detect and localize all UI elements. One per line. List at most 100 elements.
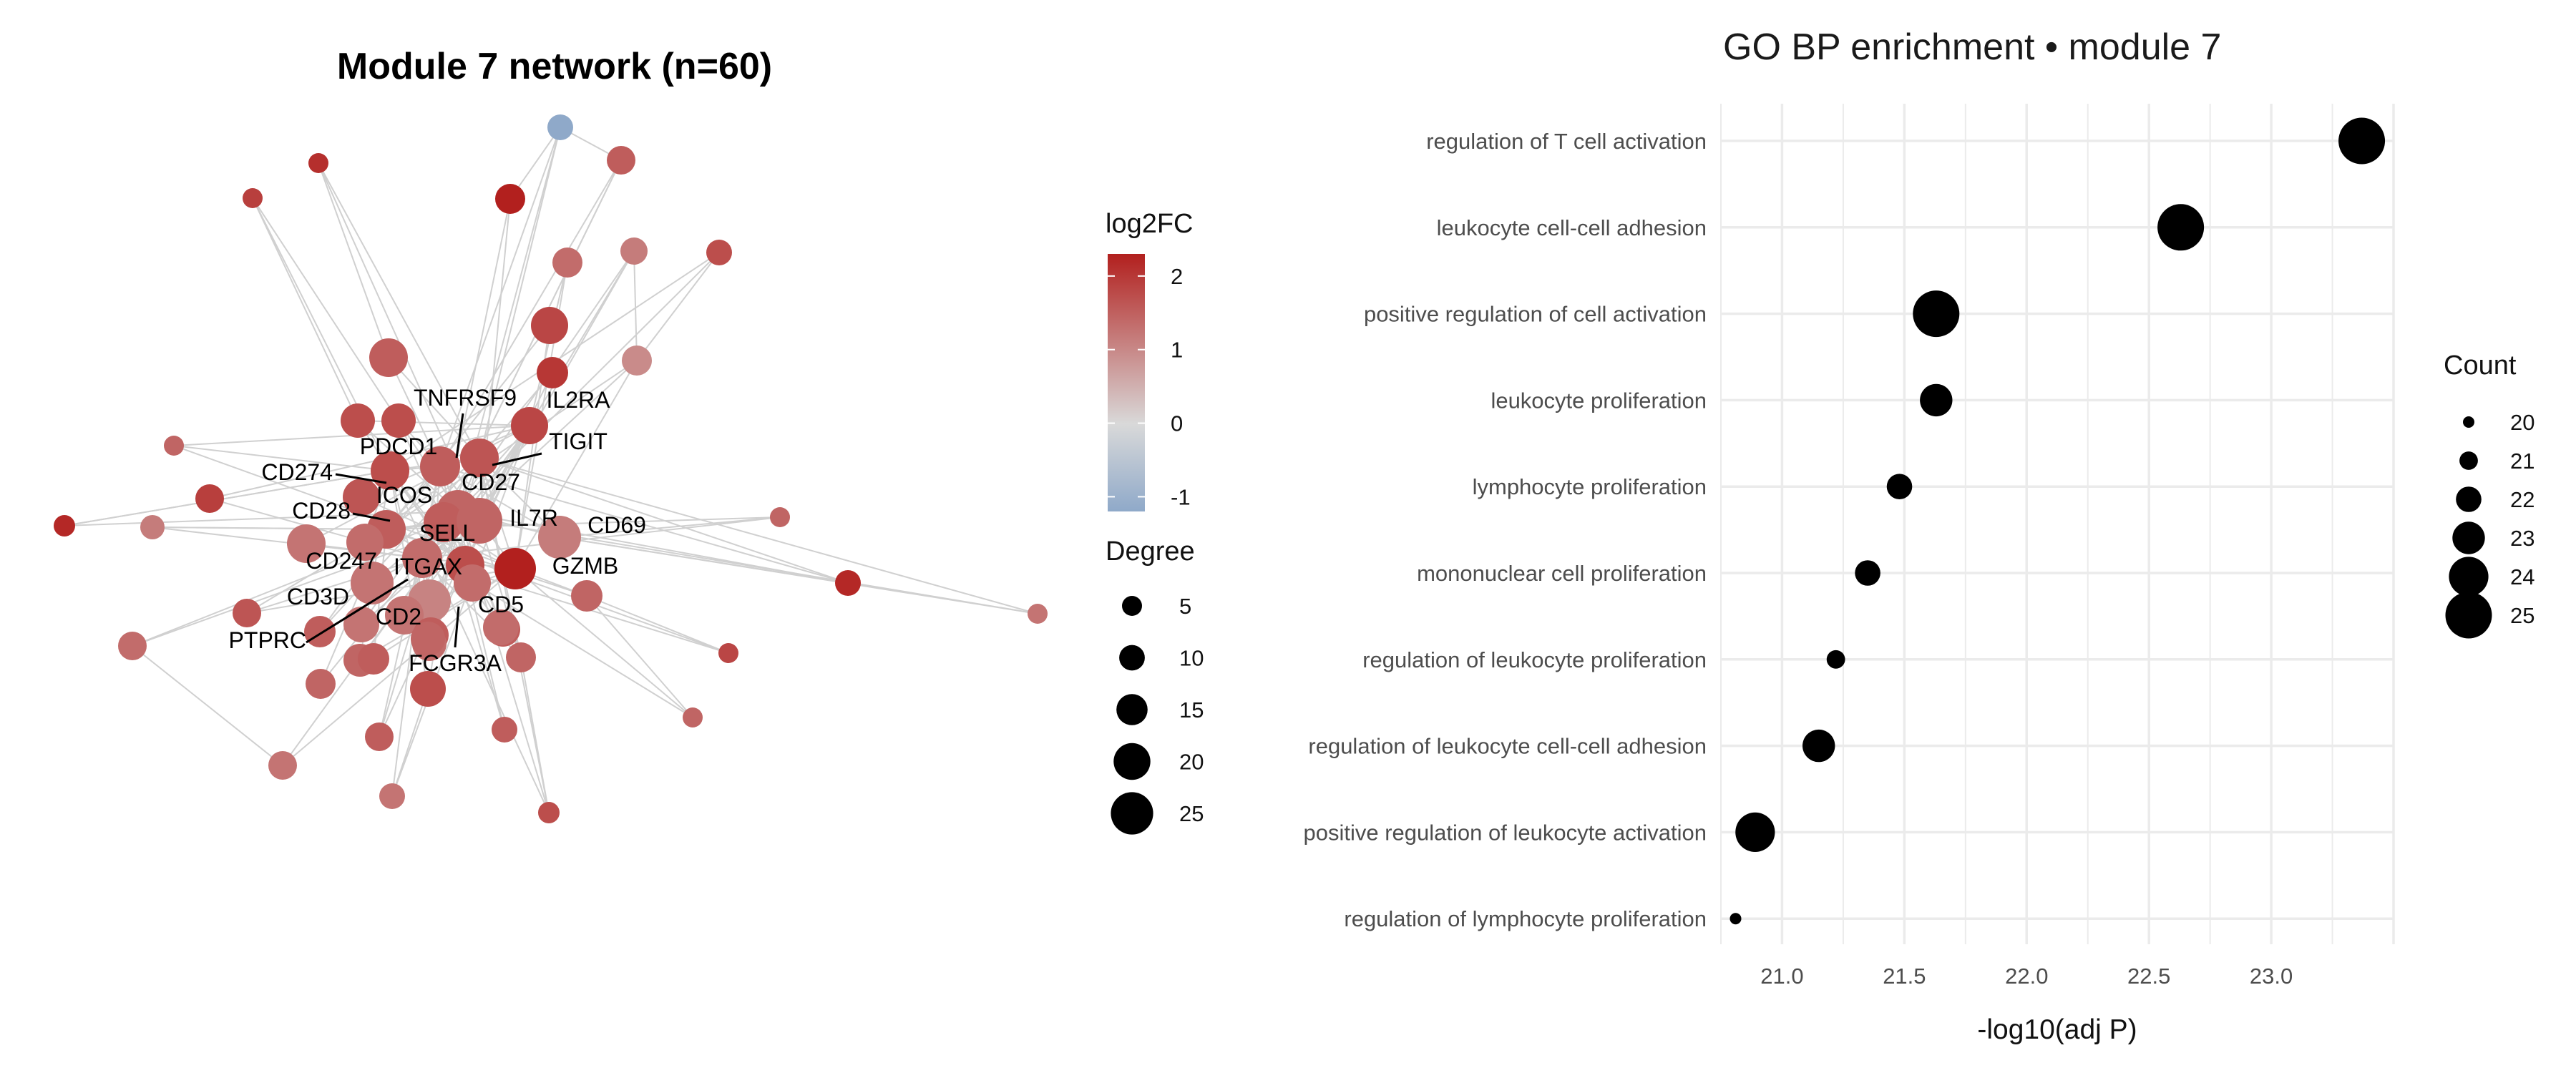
log2fc-legend: log2FC 2 1 0 -1 <box>1106 209 1194 511</box>
degree-legend-dot <box>1113 743 1151 780</box>
network-node <box>547 114 573 140</box>
gene-label-sell: SELL <box>419 520 475 546</box>
network-edge <box>389 470 550 813</box>
colorbar-tick-label: 1 <box>1171 338 1183 363</box>
degree-legend-label: 5 <box>1179 594 1191 619</box>
degree-legend-title: Degree <box>1106 536 1195 567</box>
network-node <box>54 515 75 536</box>
network-node <box>287 524 326 563</box>
enrichment-points <box>1729 117 2386 925</box>
network-node <box>506 642 536 672</box>
enrichment-point <box>1735 812 1775 852</box>
count-legend-dot <box>2449 557 2489 597</box>
network-edge <box>586 595 729 654</box>
degree-legend-items: 5 10 15 20 25 <box>1111 594 1204 835</box>
network-node <box>492 717 517 743</box>
network-node <box>379 783 405 809</box>
network-edge <box>514 360 638 569</box>
gene-label-pdcd1: PDCD1 <box>360 433 437 459</box>
network-node <box>607 146 635 175</box>
network-node <box>683 707 703 727</box>
log2fc-colorbar <box>1108 254 1145 511</box>
network-node <box>346 524 384 561</box>
gene-label-cd3d: CD3D <box>287 584 349 609</box>
term-label: leukocyte cell-cell adhesion <box>1437 215 1707 240</box>
term-label: regulation of leukocyte proliferation <box>1362 647 1707 672</box>
network-edge <box>514 568 693 718</box>
network-node <box>483 609 519 645</box>
label-leader-line <box>455 413 464 459</box>
gene-label-il2ra: IL2RA <box>547 387 611 413</box>
network-node <box>195 484 224 513</box>
network-node <box>243 188 263 208</box>
gene-label-ptprc: PTPRC <box>229 627 306 653</box>
count-legend-label: 23 <box>2510 526 2534 551</box>
network-edge <box>439 466 849 584</box>
network-node <box>410 671 446 707</box>
gene-label-tnfrsf9: TNFRSF9 <box>414 385 517 411</box>
network-node <box>718 643 738 663</box>
network-node <box>537 357 568 388</box>
count-legend-label: 22 <box>2510 487 2534 512</box>
gene-label-itgax: ITGAX <box>394 554 462 579</box>
network-edge <box>389 470 502 628</box>
count-legend-dot <box>2459 451 2478 470</box>
enrichment-panel: GO BP enrichment • module 7 regulation o… <box>1304 26 2395 1045</box>
count-legend-title: Count <box>2444 351 2517 381</box>
network-node <box>411 622 445 656</box>
network-node <box>369 338 408 377</box>
network-edge <box>152 526 387 530</box>
network-node <box>706 240 732 265</box>
term-label: regulation of T cell activation <box>1426 129 1707 154</box>
enrichment-point <box>2157 204 2205 251</box>
network-node <box>622 346 652 376</box>
enrichment-point <box>1855 560 1880 586</box>
network-node <box>233 599 261 627</box>
network-node <box>454 564 491 602</box>
network-edge <box>386 325 550 530</box>
degree-legend-dot <box>1119 645 1145 671</box>
gene-label-cd28: CD28 <box>292 498 351 524</box>
degree-legend-label: 20 <box>1179 750 1204 775</box>
colorbar-tick-label: 2 <box>1171 264 1183 289</box>
network-edge <box>319 457 480 632</box>
network-node <box>304 616 336 647</box>
term-label: regulation of leukocyte cell-cell adhesi… <box>1308 734 1707 759</box>
network-labels: TNFRSF9 IL2RA PDCD1 TIGIT CD274 CD27 ICOS CD28 I… <box>229 385 646 676</box>
network-node <box>531 307 568 344</box>
count-legend-dot <box>2463 416 2474 428</box>
degree-legend: Degree 5 10 15 20 25 <box>1106 536 1204 835</box>
gene-label-tigit: TIGIT <box>549 428 608 454</box>
network-node <box>358 643 389 675</box>
network-edge <box>391 425 530 797</box>
label-leader-line <box>454 606 460 648</box>
term-label: mononuclear cell proliferation <box>1417 561 1707 586</box>
network-edge <box>479 457 1038 614</box>
enrichment-title: GO BP enrichment • module 7 <box>1723 26 2221 68</box>
gene-label-gzmb: GZMB <box>552 553 618 579</box>
network-edge <box>318 162 480 459</box>
network-edge <box>439 160 622 467</box>
count-legend-items: 20 21 22 23 24 25 <box>2445 410 2534 639</box>
count-legend-label: 24 <box>2510 564 2534 589</box>
network-node <box>552 248 582 278</box>
network-node <box>308 153 328 173</box>
network-node <box>420 446 460 486</box>
gene-label-cd5: CD5 <box>478 592 524 617</box>
network-node <box>402 538 442 578</box>
network-node <box>381 403 416 438</box>
network-edge <box>173 445 391 471</box>
term-label: regulation of lymphocyte proliferation <box>1344 906 1707 931</box>
network-edge <box>391 688 429 797</box>
count-legend-dot <box>2445 592 2492 639</box>
enrichment-category-labels: regulation of T cell activation leukocyte… <box>1304 129 1707 931</box>
network-node <box>385 596 424 635</box>
network-node <box>118 632 147 660</box>
log2fc-ticks: 2 1 0 -1 <box>1108 264 1191 509</box>
enrichment-x-axis-title: -log10(adj P) <box>1977 1014 2137 1045</box>
term-label: positive regulation of cell activation <box>1364 302 1707 327</box>
network-edge <box>520 657 550 813</box>
degree-legend-label: 15 <box>1179 697 1204 722</box>
network-edge <box>209 425 530 499</box>
enrichment-point <box>1826 650 1845 669</box>
